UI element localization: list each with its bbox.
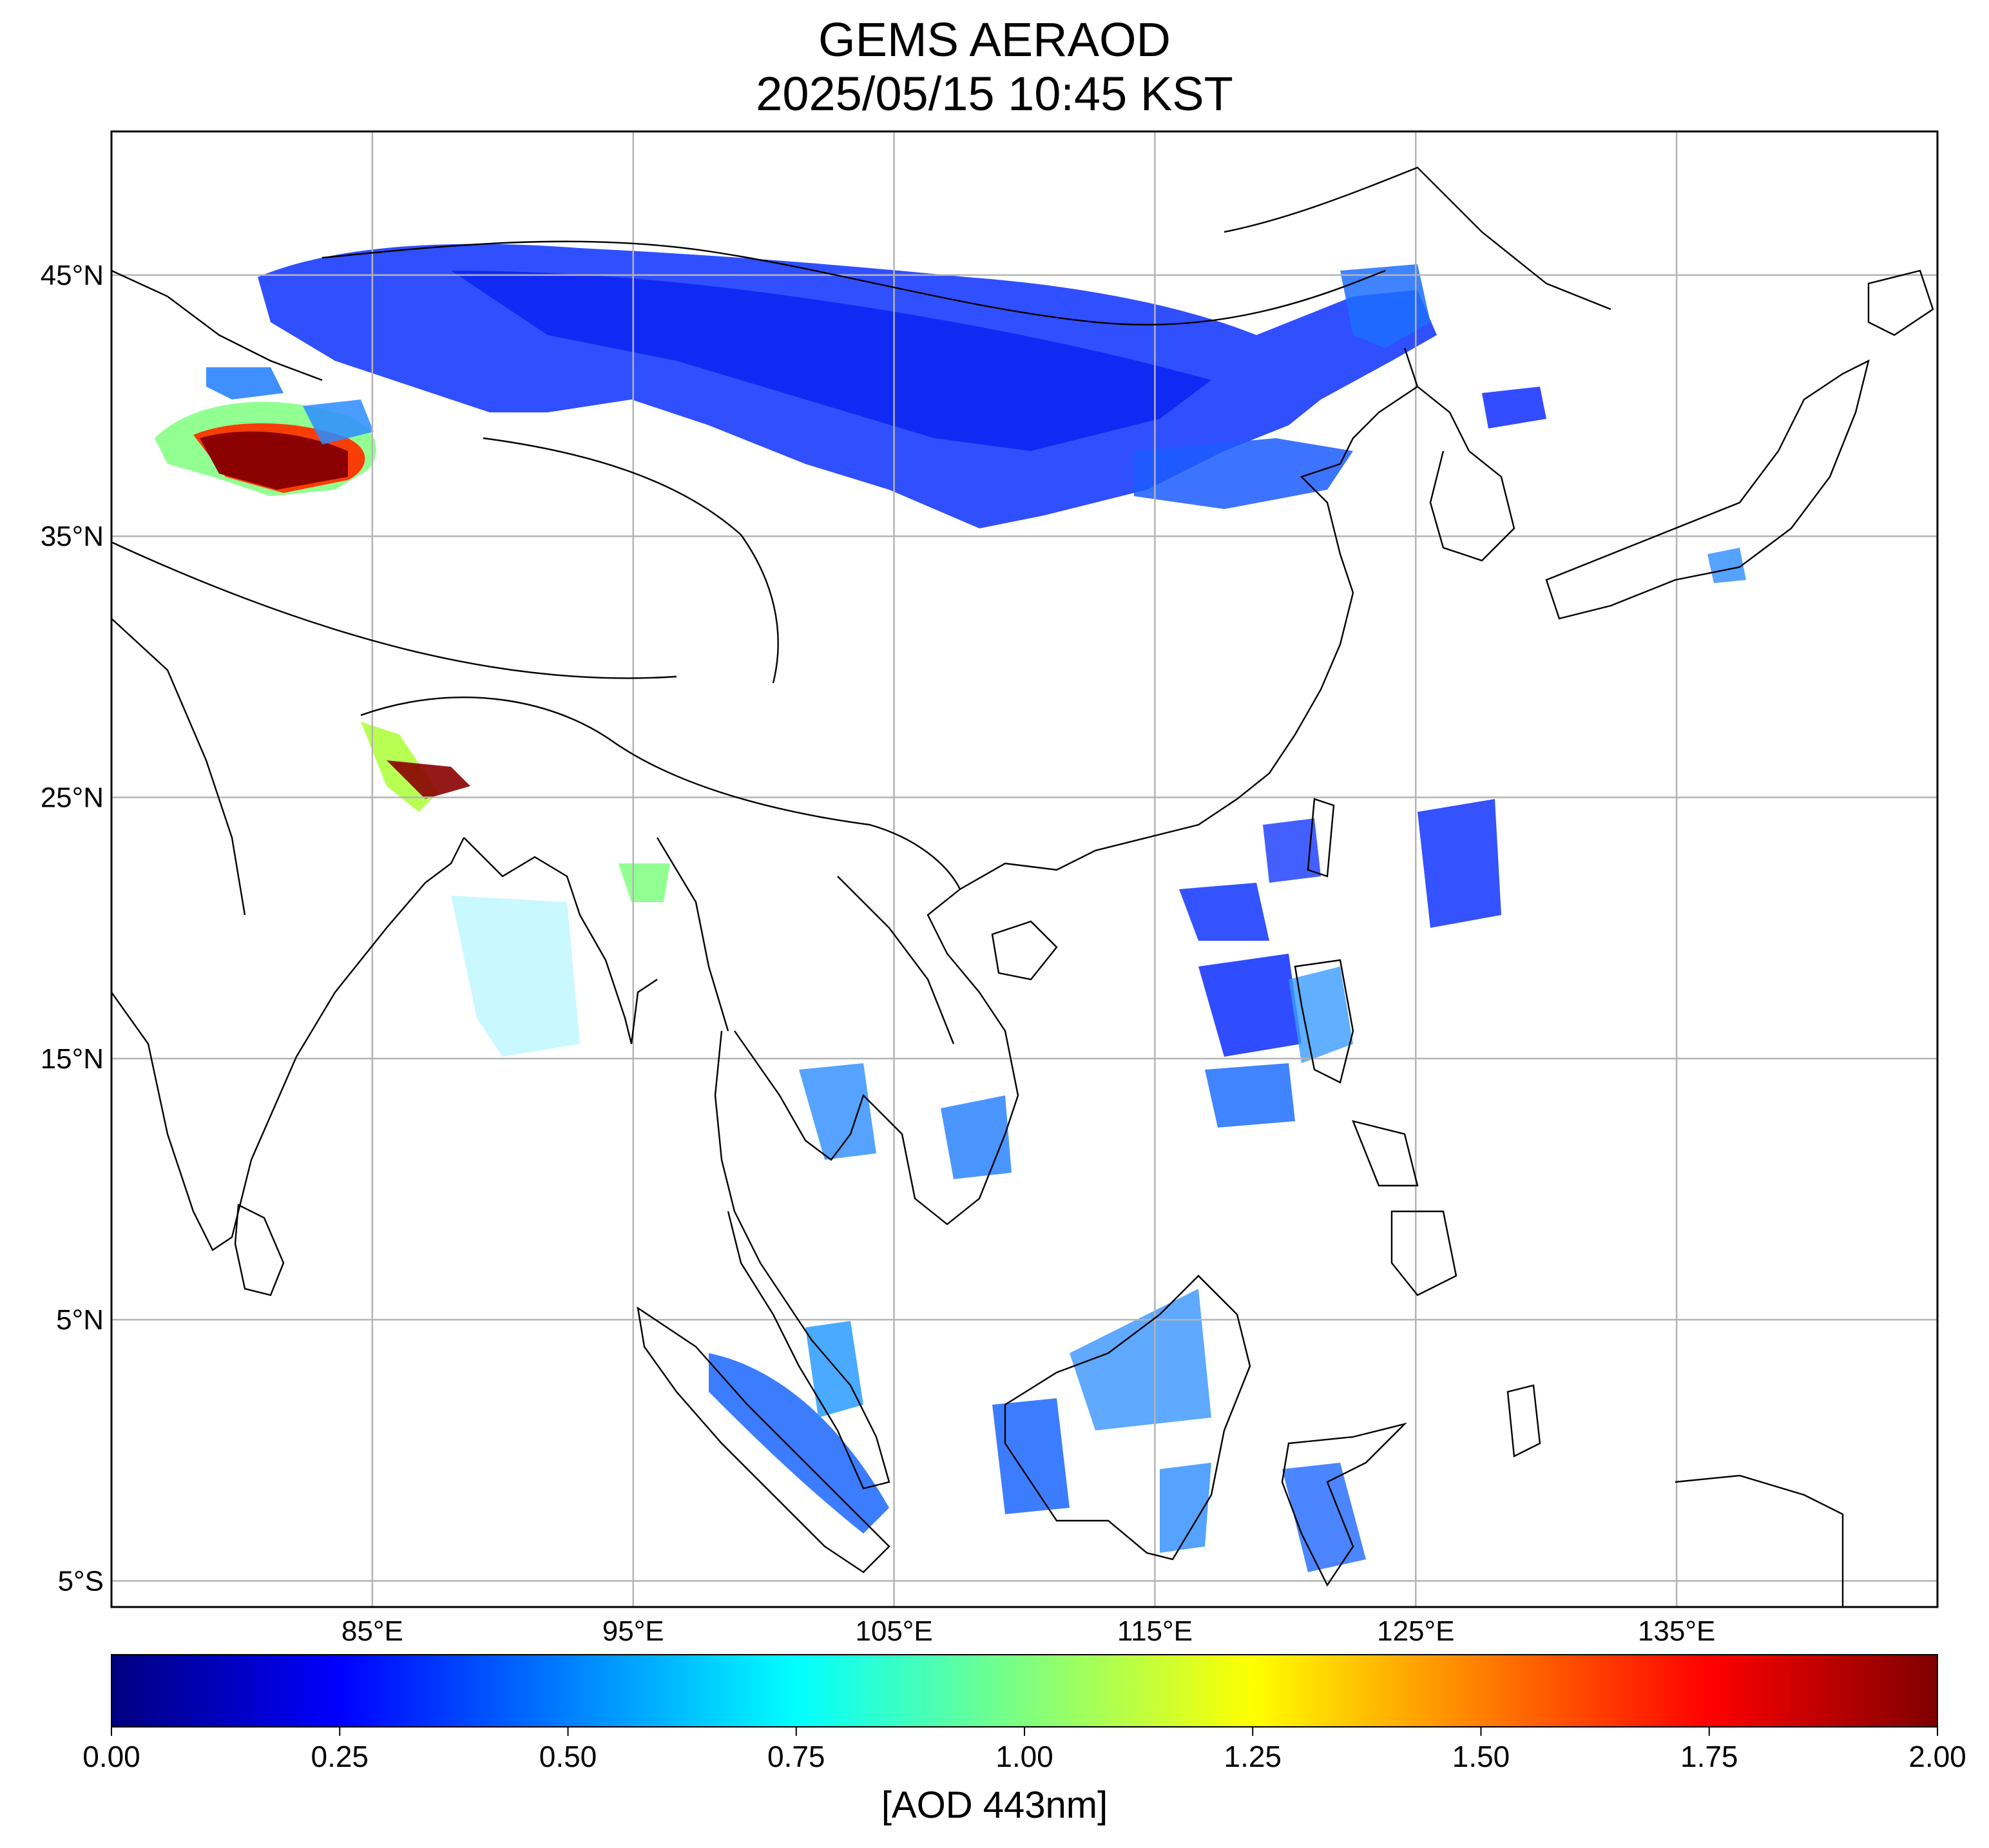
lon-tick-label: 95°E	[602, 1615, 664, 1647]
latitude-labels: 45°N 35°N 25°N 15°N 5°N 5°S	[41, 260, 104, 1597]
aod-patch-vietnam-2	[941, 1095, 1012, 1179]
coast-hokkaido	[1867, 269, 1934, 336]
border-qinghai	[483, 437, 779, 684]
aod-patch-luzon-strait	[1263, 818, 1321, 883]
colorbar-gradient	[111, 1654, 1938, 1728]
coast-korea	[1417, 386, 1515, 562]
coast-visayas	[1352, 1120, 1419, 1187]
aod-patch-borneo-east	[1160, 1463, 1211, 1553]
colorbar-ticks: 0.00 0.25 0.50 0.75 1.00 1.25 1.50 1.75 2.00	[82, 1727, 1966, 1773]
coast-taiwan	[1307, 798, 1335, 878]
aod-patch-kazakh	[303, 399, 374, 445]
coast-sri-lanka	[234, 1204, 285, 1296]
colorbar-tick-label: 0.50	[539, 1740, 597, 1773]
lon-tick-label: 105°E	[855, 1615, 932, 1647]
colorbar-tick-label: 0.75	[767, 1740, 825, 1773]
border-tibet	[111, 541, 677, 679]
map-subtitle: 2025/05/15 10:45 KST	[756, 67, 1233, 120]
aod-plume-taklimakan-core	[200, 431, 348, 490]
coastlines	[111, 166, 1934, 1607]
border-kazakh	[111, 269, 323, 381]
lon-tick-label: 135°E	[1638, 1615, 1715, 1647]
aod-patch-scs-2	[1198, 954, 1302, 1057]
aod-patch-bangladesh	[387, 760, 470, 799]
aod-patch-sulawesi	[1282, 1463, 1366, 1572]
map-frame	[110, 130, 1939, 1608]
lat-tick-label: 5°S	[58, 1565, 104, 1597]
border-india-pakistan	[111, 618, 246, 916]
aod-patch-west-kazakh	[206, 367, 283, 399]
aod-data-layer	[155, 244, 1746, 1572]
colorbar-tick-label: 0.25	[311, 1740, 369, 1773]
coast-mindanao	[1390, 1210, 1457, 1296]
coast-malay-peninsula	[714, 1030, 890, 1490]
colorbar: 0.00 0.25 0.50 0.75 1.00 1.25 1.50 1.75 2.00	[82, 1654, 1966, 1773]
aod-patch-vietnam	[799, 1063, 876, 1160]
border-china-south	[360, 697, 961, 890]
aod-swath-inner	[451, 271, 1211, 451]
aod-patch-malaysia	[805, 1321, 863, 1418]
border-russia-china	[1224, 166, 1611, 311]
aod-patch-philippines	[1289, 967, 1353, 1063]
aod-patch-borneo-north	[1070, 1289, 1211, 1430]
aod-swath-east	[1134, 438, 1353, 509]
colorbar-tick-label: 1.50	[1452, 1740, 1510, 1773]
border-laos-vietnam	[837, 876, 955, 1044]
coast-sulawesi	[1281, 1422, 1407, 1587]
coast-indochina	[734, 889, 1019, 1226]
aod-patch-japan	[1707, 548, 1746, 583]
lat-tick-label: 45°N	[41, 260, 104, 291]
border-china-mongolia	[322, 240, 1386, 326]
border-myanmar-thai	[656, 837, 729, 1032]
colorbar-tick-label: 1.75	[1680, 1740, 1738, 1773]
aod-patch-myanmar	[619, 863, 670, 902]
aod-patch-sumatra	[709, 1353, 889, 1534]
aod-patch-korea-east	[1482, 387, 1546, 428]
colorbar-tick-label: 2.00	[1908, 1740, 1966, 1773]
coast-india	[111, 837, 465, 1251]
longitude-labels: 85°E 95°E 105°E 115°E 125°E 135°E	[341, 1615, 1715, 1647]
aod-patch-bay-of-bengal	[451, 896, 580, 1057]
lat-tick-label: 25°N	[41, 782, 104, 814]
coast-borneo	[1004, 1275, 1251, 1561]
aod-patch-borneo-west	[992, 1398, 1070, 1514]
coast-bay-of-bengal	[463, 837, 658, 1044]
coast-new-guinea	[1675, 1474, 1844, 1607]
aod-patch-philippine-sea	[1417, 799, 1501, 928]
aod-swath-liaoning	[1340, 264, 1430, 348]
coast-japan	[1545, 359, 1870, 620]
coast-hainan	[991, 920, 1058, 981]
lon-tick-label: 115°E	[1117, 1615, 1193, 1647]
coast-sumatra	[637, 1306, 890, 1574]
coast-luzon	[1294, 959, 1354, 1084]
lat-tick-label: 5°N	[56, 1304, 104, 1336]
lat-tick-label: 15°N	[41, 1043, 104, 1075]
colorbar-label: [AOD 443nm]	[881, 1784, 1108, 1826]
colorbar-tick-label: 0.00	[82, 1740, 140, 1773]
coast-south-china	[959, 347, 1419, 890]
map-title: GEMS AERAOD	[818, 13, 1171, 66]
lon-tick-label: 85°E	[341, 1615, 403, 1647]
coast-halmahera	[1506, 1384, 1541, 1458]
lon-tick-label: 125°E	[1377, 1615, 1454, 1647]
map-panel: 45°N 35°N 25°N 15°N 5°N 5°S 85°E 95°E 105°E 115°…	[41, 130, 1939, 1647]
aod-patch-scs-1	[1179, 883, 1269, 941]
colorbar-tick-label: 1.00	[995, 1740, 1053, 1773]
aod-patch-scs-3	[1205, 1063, 1295, 1128]
colorbar-tick-label: 1.25	[1224, 1740, 1282, 1773]
graticule	[111, 131, 1937, 1607]
lat-tick-label: 35°N	[41, 521, 104, 552]
